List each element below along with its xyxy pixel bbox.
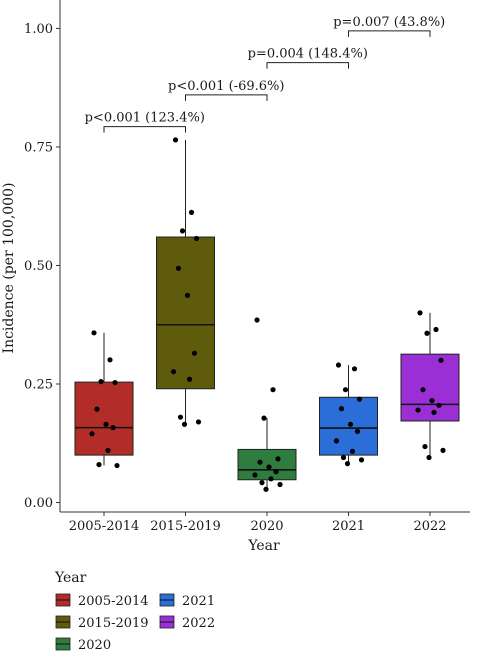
data-point bbox=[110, 425, 116, 431]
data-point bbox=[89, 431, 95, 437]
data-point bbox=[342, 387, 349, 393]
data-point bbox=[188, 209, 195, 215]
legend-item: 2022 bbox=[159, 615, 215, 631]
box-2020 bbox=[237, 448, 297, 481]
data-point bbox=[175, 265, 182, 271]
legend-item: 2021 bbox=[159, 593, 215, 609]
legend-label: 2015-2019 bbox=[78, 616, 149, 631]
data-point bbox=[94, 406, 100, 412]
data-point bbox=[358, 457, 365, 463]
data-point bbox=[277, 481, 283, 488]
legend: Year 2005-2014 2015-2019 2020 2021 2022 bbox=[54, 570, 215, 653]
box-2022 bbox=[400, 353, 460, 422]
data-point bbox=[351, 366, 358, 372]
box-2015-2019 bbox=[156, 236, 215, 390]
data-point bbox=[179, 228, 186, 234]
data-point bbox=[275, 456, 281, 462]
comparison-bracket bbox=[103, 126, 186, 133]
data-point bbox=[429, 397, 435, 404]
data-point bbox=[259, 480, 265, 486]
data-point bbox=[422, 443, 428, 450]
data-point bbox=[417, 310, 423, 316]
comparison-bracket bbox=[266, 62, 349, 69]
data-point bbox=[420, 387, 426, 393]
plot-area: 0.00 0.25 0.50 0.75 1.00 2005-2014 2015-2019 20… bbox=[1, 0, 470, 554]
x-tick-label: 2015-2019 bbox=[150, 519, 221, 534]
x-axis-title: Year bbox=[247, 538, 280, 554]
legend-item: 2005-2014 bbox=[55, 593, 149, 609]
data-point bbox=[349, 448, 356, 454]
y-tick-label: 0.50 bbox=[24, 259, 53, 274]
box-2021 bbox=[319, 396, 378, 456]
legend-label: 2021 bbox=[182, 594, 215, 609]
data-point bbox=[424, 330, 430, 336]
legend-label: 2020 bbox=[78, 638, 111, 653]
data-point bbox=[270, 387, 276, 393]
y-tick-label: 0.00 bbox=[24, 496, 53, 511]
data-point bbox=[268, 476, 274, 482]
data-point bbox=[96, 461, 102, 468]
data-point bbox=[344, 461, 351, 467]
data-point bbox=[356, 396, 363, 402]
data-point bbox=[112, 379, 118, 386]
data-point bbox=[184, 292, 191, 298]
data-point bbox=[340, 454, 347, 461]
data-point bbox=[257, 459, 263, 465]
data-point bbox=[415, 407, 421, 413]
data-point bbox=[107, 357, 113, 363]
data-point bbox=[191, 350, 198, 356]
data-point bbox=[114, 462, 120, 469]
comparison-label: p<0.001 (-69.6%) bbox=[168, 79, 284, 94]
data-point bbox=[431, 409, 437, 416]
data-point bbox=[170, 369, 177, 375]
data-point bbox=[254, 317, 260, 323]
comparison-label: p<0.001 (123.4%) bbox=[85, 111, 205, 126]
data-point bbox=[193, 235, 200, 242]
comparison-bracket bbox=[185, 94, 268, 101]
data-point bbox=[98, 379, 104, 385]
legend-item: 2020 bbox=[55, 637, 111, 653]
data-point bbox=[338, 406, 345, 412]
data-point bbox=[433, 326, 439, 333]
comparison-label: p=0.004 (148.4%) bbox=[248, 47, 368, 62]
data-point bbox=[103, 421, 109, 427]
x-tick-label: 2005-2014 bbox=[69, 519, 140, 534]
data-point bbox=[354, 428, 361, 435]
legend-item: 2015-2019 bbox=[55, 615, 149, 631]
data-point bbox=[347, 421, 354, 427]
data-point bbox=[266, 464, 272, 470]
data-point bbox=[186, 376, 193, 382]
data-point bbox=[252, 472, 258, 478]
y-tick-label: 1.00 bbox=[24, 22, 53, 37]
data-point bbox=[426, 454, 432, 461]
y-tick-label: 0.75 bbox=[24, 140, 53, 155]
legend-label: 2005-2014 bbox=[78, 594, 149, 609]
comparison-label: p=0.007 (43.8%) bbox=[333, 15, 445, 30]
data-point bbox=[177, 414, 184, 420]
y-axis-title: Incidence (per 100,000) bbox=[1, 183, 17, 354]
data-point bbox=[105, 447, 111, 453]
data-point bbox=[172, 137, 179, 143]
data-point bbox=[335, 362, 342, 368]
comparison-bracket bbox=[348, 30, 431, 37]
data-point bbox=[181, 421, 188, 427]
data-point bbox=[333, 438, 340, 444]
x-tick-label: 2020 bbox=[250, 519, 283, 534]
data-point bbox=[438, 357, 444, 363]
x-tick-label: 2022 bbox=[413, 519, 446, 534]
x-tick-label: 2021 bbox=[332, 519, 365, 534]
box-2005-2014 bbox=[74, 381, 134, 456]
data-point bbox=[263, 486, 269, 492]
legend-title: Year bbox=[54, 570, 87, 586]
data-point bbox=[273, 469, 279, 475]
legend-label: 2022 bbox=[182, 616, 215, 631]
data-point bbox=[440, 447, 446, 453]
data-point bbox=[436, 402, 442, 408]
y-tick-label: 0.25 bbox=[24, 378, 53, 393]
data-point bbox=[195, 419, 202, 425]
data-point bbox=[91, 330, 97, 336]
data-point bbox=[261, 415, 267, 421]
